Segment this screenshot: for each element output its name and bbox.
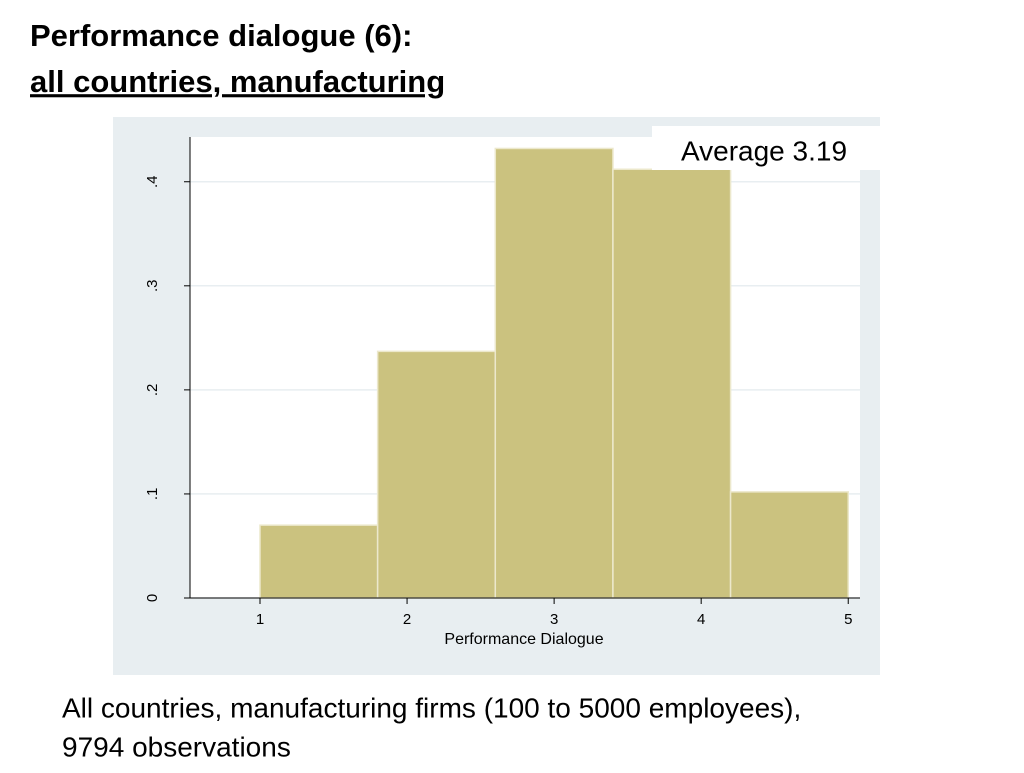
- subtitle: all countries, manufacturing: [30, 64, 445, 99]
- y-tick-label: .3: [144, 280, 161, 293]
- y-tick-label: 0: [144, 594, 161, 602]
- bar: [494, 147, 614, 599]
- y-tick-label: .4: [144, 175, 161, 188]
- x-tick-label: 1: [256, 611, 264, 628]
- x-tick-label: 4: [697, 611, 705, 628]
- x-tick-label: 2: [403, 611, 411, 628]
- caption-line: All countries, manufacturing firms (100 …: [62, 692, 801, 723]
- caption-line: 9794 observations: [62, 731, 291, 762]
- bar: [729, 491, 849, 599]
- x-tick-label: 5: [844, 611, 852, 628]
- title: Performance dialogue (6):: [30, 18, 412, 53]
- annotation: Average 3.19: [681, 135, 847, 166]
- bar: [612, 168, 732, 599]
- x-axis-label: Performance Dialogue: [444, 631, 603, 648]
- annotation-box: [652, 126, 880, 170]
- bar: [259, 524, 379, 599]
- bar: [376, 350, 497, 599]
- y-tick-label: .2: [144, 384, 161, 397]
- y-tick-label: .1: [144, 488, 161, 501]
- x-tick-label: 3: [550, 611, 558, 628]
- plot: 0 .1 .2 .3 .4 1 2 3 4 5: [144, 137, 860, 628]
